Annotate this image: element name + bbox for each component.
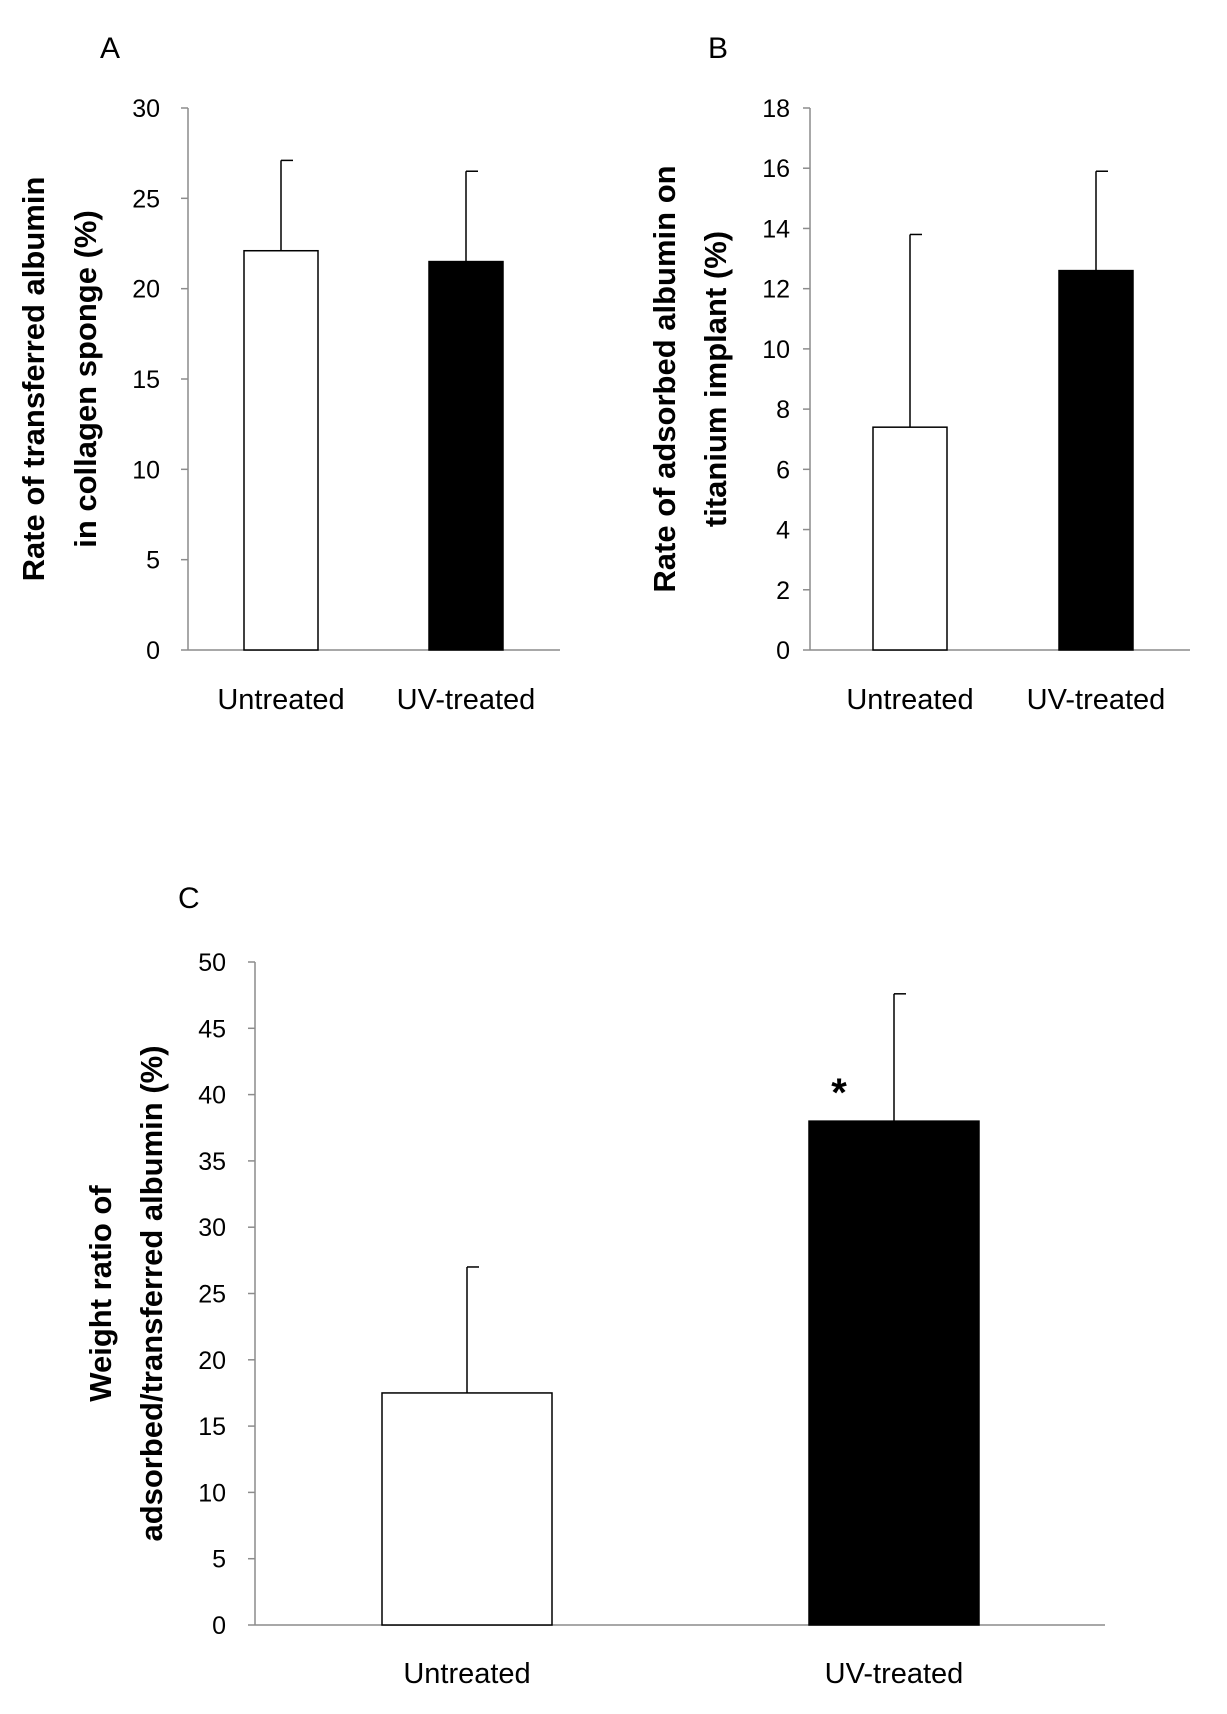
y-tick-label: 18 bbox=[762, 95, 790, 123]
y-tick-label: 6 bbox=[776, 456, 790, 484]
y-tick-label: 0 bbox=[146, 637, 160, 665]
x-category-label: UV-treated bbox=[397, 684, 536, 716]
x-category-label: Untreated bbox=[217, 684, 344, 716]
x-category-label: Untreated bbox=[846, 684, 973, 716]
y-tick-label: 2 bbox=[776, 577, 790, 605]
y-tick-label: 5 bbox=[146, 547, 160, 575]
y-tick-label: 30 bbox=[132, 95, 160, 123]
chart-panel-a: A 0 5 10 15 20 25 30 Untreated UV-treated Rate of … bbox=[16, 32, 560, 716]
y-axis-label: adsorbed/transferred albumin (%) bbox=[134, 1045, 169, 1541]
panel-label: A bbox=[100, 32, 120, 65]
y-tick-label: 16 bbox=[762, 155, 790, 183]
bar-uv-treated bbox=[808, 1120, 980, 1626]
y-tick-label: 45 bbox=[198, 1015, 226, 1043]
bar-untreated bbox=[243, 249, 319, 651]
y-tick-label: 8 bbox=[776, 396, 790, 424]
x-category-label: Untreated bbox=[403, 1658, 530, 1690]
y-tick-label: 15 bbox=[198, 1413, 226, 1441]
y-tick-label: 5 bbox=[212, 1546, 226, 1574]
y-tick-label: 35 bbox=[198, 1148, 226, 1176]
y-tick-label: 0 bbox=[212, 1612, 226, 1640]
y-axis-label: in collagen sponge (%) bbox=[68, 210, 103, 548]
y-tick-label: 10 bbox=[198, 1479, 226, 1507]
y-tick-label: 20 bbox=[198, 1347, 226, 1375]
y-axis-label: Weight ratio of bbox=[83, 1185, 118, 1402]
y-tick-label: 15 bbox=[132, 366, 160, 394]
x-category-label: UV-treated bbox=[1027, 684, 1166, 716]
y-tick-label: 25 bbox=[198, 1281, 226, 1309]
y-tick-label: 10 bbox=[762, 336, 790, 364]
significance-marker: * bbox=[831, 1071, 847, 1115]
bar-uv-treated bbox=[428, 260, 504, 651]
y-tick-label: 12 bbox=[762, 276, 790, 304]
y-tick-label: 25 bbox=[132, 185, 160, 213]
y-tick-label: 20 bbox=[132, 276, 160, 304]
y-tick-label: 14 bbox=[762, 215, 790, 243]
y-axis-label: Rate of transferred albumin bbox=[16, 177, 51, 582]
y-tick-label: 4 bbox=[776, 517, 790, 545]
x-category-label: UV-treated bbox=[825, 1658, 964, 1690]
chart-panel-b: B 0 2 4 6 8 10 12 14 16 18 Untreated UV-treated Rate … bbox=[647, 32, 1190, 716]
y-axis-label: Rate of adsorbed albumin on bbox=[647, 165, 682, 592]
bar-untreated bbox=[872, 426, 948, 651]
y-axis-label: titanium implant (%) bbox=[698, 231, 733, 527]
y-tick-label: 30 bbox=[198, 1214, 226, 1242]
panel-label: B bbox=[708, 32, 728, 65]
y-tick-label: 0 bbox=[776, 637, 790, 665]
chart-panel-c: C 0 5 10 15 20 25 30 35 40 45 50 Untreated UV-treated… bbox=[83, 882, 1105, 1690]
y-tick-label: 40 bbox=[198, 1082, 226, 1110]
y-tick-label: 50 bbox=[198, 949, 226, 977]
panel-label: C bbox=[178, 882, 200, 915]
bar-uv-treated bbox=[1058, 269, 1134, 651]
y-tick-label: 10 bbox=[132, 456, 160, 484]
bar-untreated bbox=[381, 1392, 553, 1626]
